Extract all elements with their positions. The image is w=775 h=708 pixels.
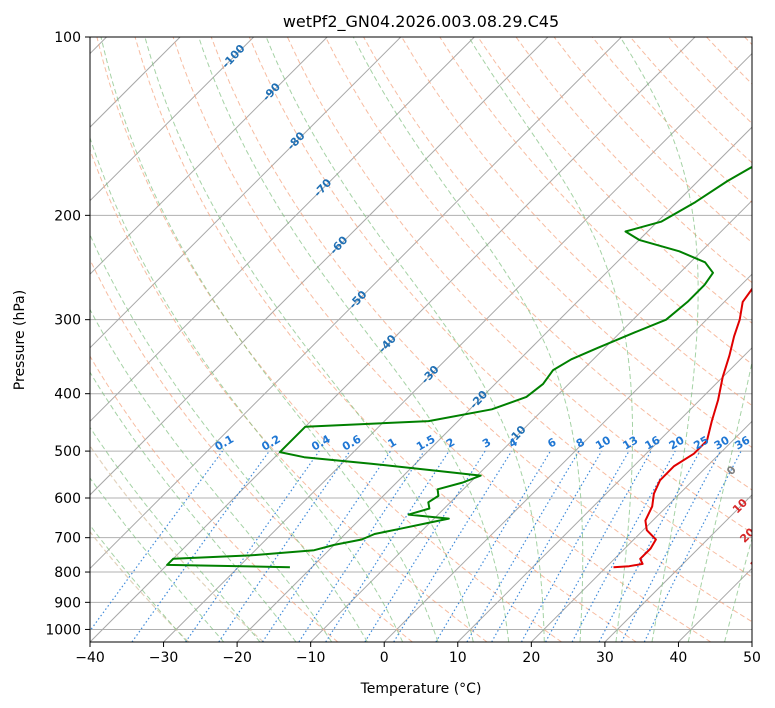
mixing-ratio-line <box>131 450 270 642</box>
temperature-profile <box>613 287 752 569</box>
isotherm-line <box>90 37 402 349</box>
plot-area: -100-90-80-70-60-50-40-30-20-100.1 0.2 0.4… <box>90 37 768 642</box>
x-axis-label: Temperature (°C) <box>360 681 482 697</box>
isotherm-line <box>90 37 622 570</box>
mixing-ratio-line <box>393 450 513 642</box>
mixing-ratio-line <box>218 450 351 642</box>
mixing-ratio-line <box>545 450 652 642</box>
dry-adiabat-line <box>248 37 752 578</box>
plot-frame <box>89 36 753 643</box>
moist-adiabat-line <box>90 426 261 642</box>
moist-adiabat-line <box>198 37 510 642</box>
mixing-ratio-line <box>325 450 450 642</box>
moist-adiabat-label: 30 <box>748 552 768 572</box>
mixing-ratio-line <box>90 450 223 632</box>
dry-adiabat-line <box>90 258 413 642</box>
y-tick-label: 500 <box>54 444 81 460</box>
mixing-ratio-line <box>571 450 676 642</box>
y-tick-label: 100 <box>54 30 81 46</box>
isotherm-lines <box>90 37 752 642</box>
x-tick-label: −10 <box>296 650 326 666</box>
dry-adiabat-line <box>134 37 637 642</box>
x-tick-label: 40 <box>670 650 688 666</box>
isotherm-line <box>90 37 328 275</box>
x-tick-label: 0 <box>380 650 389 666</box>
y-axis-label: Pressure (hPa) <box>12 290 28 390</box>
dry-adiabat-lines <box>90 37 752 642</box>
isotherm-line <box>236 126 752 642</box>
dry-adiabat-line <box>477 37 752 324</box>
moist-adiabat-lines <box>90 37 752 642</box>
moist-adiabat-line <box>90 308 333 642</box>
moist-adiabat-line <box>352 37 584 642</box>
chart-title: wetPf2_GN04.2026.003.08.29.C45 <box>283 12 559 32</box>
dry-adiabat-line <box>90 148 488 642</box>
dry-adiabat-line <box>325 37 752 491</box>
mixing-ratio-label: 36 <box>733 433 753 452</box>
moist-adiabat-line <box>724 536 752 642</box>
moist-adiabat-line <box>90 233 368 642</box>
mixing-ratio-line <box>643 450 742 642</box>
dry-adiabat-line <box>90 444 264 642</box>
isotherm-line <box>383 273 752 642</box>
dry-adiabat-line <box>401 37 752 407</box>
isotherm-line <box>530 420 752 642</box>
isotherm-line <box>90 37 475 423</box>
isotherm-line <box>90 37 255 202</box>
dry-adiabat-line <box>96 37 562 642</box>
isotherm-line <box>163 52 752 642</box>
dry-adiabat-line <box>515 37 752 284</box>
mixing-ratio-line <box>185 450 320 642</box>
x-tick-label: 10 <box>449 650 467 666</box>
y-tick-label: 600 <box>54 491 81 507</box>
moist-adiabat-line <box>619 37 699 642</box>
moist-adiabat-line <box>100 37 439 642</box>
dry-adiabat-line <box>90 530 190 642</box>
y-axis-ticks: 100 200 300 400 500 600 700 800 900 1000 <box>45 30 90 638</box>
y-tick-label: 400 <box>54 387 81 403</box>
y-tick-label: 900 <box>54 595 81 611</box>
mixing-ratio-line <box>520 450 630 642</box>
x-tick-label: 20 <box>522 650 540 666</box>
mixing-ratio-lines <box>90 450 742 642</box>
moist-adiabat-line <box>90 136 404 642</box>
y-tick-label: 700 <box>54 531 81 547</box>
isotherm-line <box>457 347 752 642</box>
isotherm-line <box>604 494 752 642</box>
x-tick-label: 50 <box>743 650 761 666</box>
y-tick-label: 1000 <box>45 622 81 638</box>
y-tick-label: 800 <box>54 565 81 581</box>
x-tick-label: −20 <box>222 650 252 666</box>
moist-adiabat-line <box>144 37 474 642</box>
isotherm-line <box>90 37 696 642</box>
dewpoint-profile <box>166 165 752 569</box>
dry-adiabat-line <box>210 37 752 623</box>
x-tick-label: 30 <box>596 650 614 666</box>
y-tick-label: 300 <box>54 313 81 329</box>
mixing-ratio-line <box>261 450 391 642</box>
mixing-ratio-line <box>298 450 425 642</box>
moist-adiabat-line <box>90 477 225 642</box>
sounding-series <box>166 165 752 569</box>
y-tick-label: 200 <box>54 208 81 224</box>
x-tick-label: −40 <box>75 650 105 666</box>
isotherm-line <box>90 37 549 496</box>
dry-adiabat-line <box>172 37 712 642</box>
moist-adiabat-line <box>687 360 752 642</box>
x-tick-label: −30 <box>149 650 179 666</box>
x-axis-ticks: −40 −30 −20 −10 0 10 20 30 40 50 <box>75 642 761 666</box>
moist-adiabat-line <box>265 37 545 642</box>
isobar-grid <box>90 37 752 630</box>
dry-adiabat-line <box>90 355 339 642</box>
